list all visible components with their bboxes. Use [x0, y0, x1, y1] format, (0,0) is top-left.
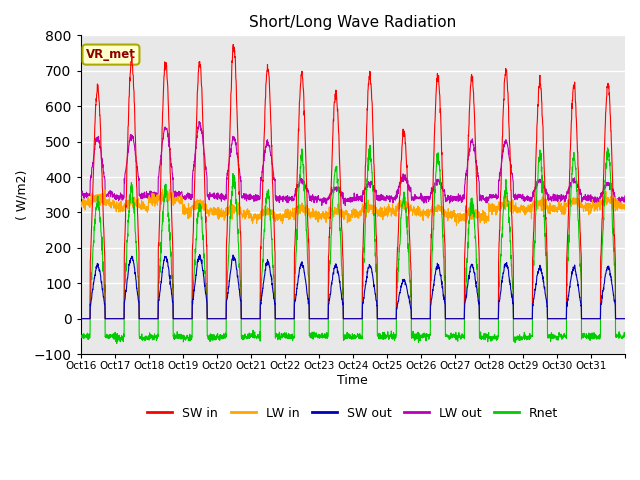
Text: VR_met: VR_met [86, 48, 136, 61]
Legend: SW in, LW in, SW out, LW out, Rnet: SW in, LW in, SW out, LW out, Rnet [142, 402, 563, 425]
Title: Short/Long Wave Radiation: Short/Long Wave Radiation [249, 15, 456, 30]
Y-axis label: ( W/m2): ( W/m2) [15, 169, 28, 220]
X-axis label: Time: Time [337, 374, 368, 387]
